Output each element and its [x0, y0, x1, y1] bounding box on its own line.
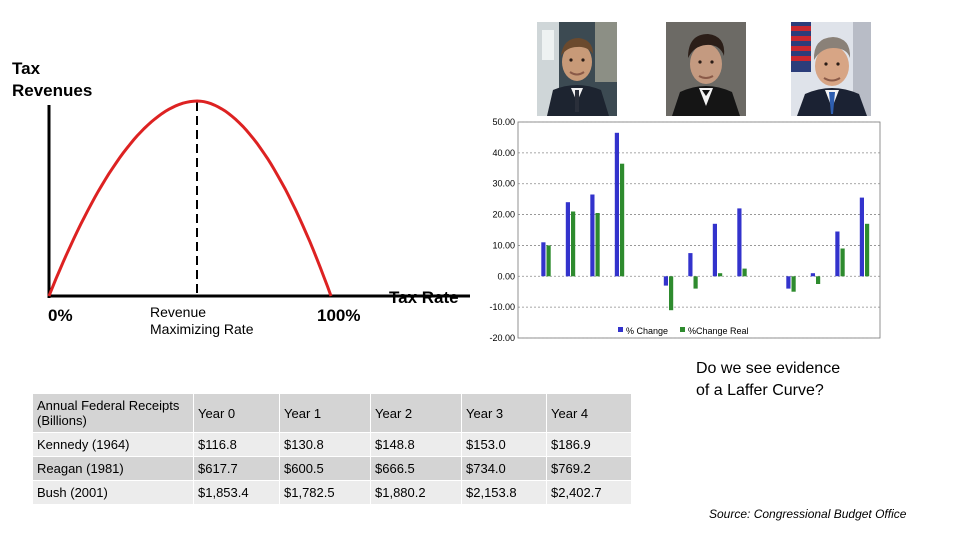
y-tick-label: 10.00 — [492, 240, 515, 250]
bar-pct-change — [786, 276, 791, 289]
table-cell: $116.8 — [193, 432, 280, 457]
table-row: Kennedy (1964) $116.8 $130.8 $148.8 $153… — [32, 432, 632, 457]
y-tick-label: 0.00 — [497, 271, 515, 281]
table-cell: $2,402.7 — [546, 480, 632, 505]
bar-pct-change-real — [571, 211, 576, 277]
table-row: Reagan (1981) $617.7 $600.5 $666.5 $734.… — [32, 456, 632, 481]
table-cell: Reagan (1981) — [32, 456, 194, 481]
kennedy-portrait — [537, 22, 617, 116]
table-cell: $130.8 — [279, 432, 371, 457]
legend-label: %Change Real — [688, 326, 749, 336]
table-cell: $1,782.5 — [279, 480, 371, 505]
table-row: Bush (2001) $1,853.4 $1,782.5 $1,880.2 $… — [32, 480, 632, 505]
bush-portrait — [791, 22, 871, 116]
header-cell: Annual Federal Receipts (Billions) — [32, 393, 194, 433]
bar-pct-change-real — [742, 268, 747, 277]
y-tick-label: 30.00 — [492, 179, 515, 189]
bar-pct-change-real — [840, 248, 845, 277]
bar-pct-change — [712, 223, 717, 277]
table-cell: $153.0 — [461, 432, 547, 457]
revenue-max-line2: Maximizing Rate — [150, 321, 254, 337]
header-cell: Year 3 — [461, 393, 547, 433]
bar-pct-change — [565, 202, 570, 277]
bar-pct-change — [590, 194, 595, 277]
y-tick-label: 50.00 — [492, 117, 515, 127]
laffer-x-label-0: 0% — [48, 306, 73, 325]
bar-pct-change-real — [791, 276, 796, 292]
legend-swatch — [680, 327, 685, 332]
y-tick-label: 40.00 — [492, 148, 515, 158]
question-line1: Do we see evidence — [696, 360, 841, 377]
bar-pct-change-real — [693, 276, 698, 289]
table-cell: Kennedy (1964) — [32, 432, 194, 457]
y-tick-label: 20.00 — [492, 210, 515, 220]
question-line2: of a Laffer Curve? — [696, 382, 824, 399]
y-tick-label: -10.00 — [489, 302, 515, 312]
table-cell: $769.2 — [546, 456, 632, 481]
bar-pct-change-real — [546, 245, 551, 277]
bar-pct-change-real — [620, 163, 625, 277]
laffer-question: Do we see evidence of a Laffer Curve? — [696, 358, 840, 402]
table-cell: $2,153.8 — [461, 480, 547, 505]
bar-pct-change — [688, 253, 693, 277]
source-note: Source: Congressional Budget Office — [709, 507, 907, 521]
laffer-y-axis-label: Tax Revenues — [12, 58, 92, 102]
table-cell: $1,880.2 — [370, 480, 462, 505]
table-cell: $148.8 — [370, 432, 462, 457]
bar-pct-change — [614, 132, 619, 277]
y-tick-label: -20.00 — [489, 333, 515, 343]
laffer-y-label-line1: Tax — [12, 59, 41, 78]
table-cell: $1,853.4 — [193, 480, 280, 505]
bar-pct-change — [810, 273, 815, 277]
bar-pct-change — [541, 242, 546, 277]
bar-pct-change-real — [865, 223, 870, 277]
table-header-row: Annual Federal Receipts (Billions) Year … — [32, 393, 632, 433]
table-cell: $734.0 — [461, 456, 547, 481]
legend-swatch — [618, 327, 623, 332]
bar-pct-change — [737, 208, 742, 277]
laffer-y-label-line2: Revenues — [12, 81, 93, 100]
bar-pct-change-real — [718, 273, 723, 277]
federal-receipts-table: Annual Federal Receipts (Billions) Year … — [32, 393, 632, 505]
table-cell: $617.7 — [193, 456, 280, 481]
header-cell: Year 4 — [546, 393, 632, 433]
laffer-x-label-revenue-max: Revenue Maximizing Rate — [150, 304, 253, 338]
pct-change-bar-chart: 50.00 40.00 30.00 20.00 10.00 0.00 -10.00 -20.0… — [489, 117, 881, 343]
laffer-x-label-100: 100% — [317, 306, 361, 325]
legend-label: % Change — [626, 326, 668, 336]
laffer-curve — [47, 99, 333, 297]
table-cell: Bush (2001) — [32, 480, 194, 505]
revenue-max-line1: Revenue — [150, 304, 207, 320]
header-cell: Year 0 — [193, 393, 280, 433]
laffer-curve-chart — [47, 99, 470, 298]
header-cell: Year 2 — [370, 393, 462, 433]
bar-pct-change-real — [669, 276, 674, 311]
table-cell: $600.5 — [279, 456, 371, 481]
bar-pct-change-real — [595, 213, 600, 277]
laffer-x-axis-label: Tax Rate — [389, 288, 459, 307]
bar-pct-change — [859, 197, 864, 277]
bar-pct-change — [835, 231, 840, 277]
bar-pct-change-real — [816, 276, 821, 284]
table-cell: $186.9 — [546, 432, 632, 457]
header-cell: Year 1 — [279, 393, 371, 433]
bar-pct-change — [663, 276, 668, 286]
reagan-portrait — [666, 22, 746, 116]
table-cell: $666.5 — [370, 456, 462, 481]
